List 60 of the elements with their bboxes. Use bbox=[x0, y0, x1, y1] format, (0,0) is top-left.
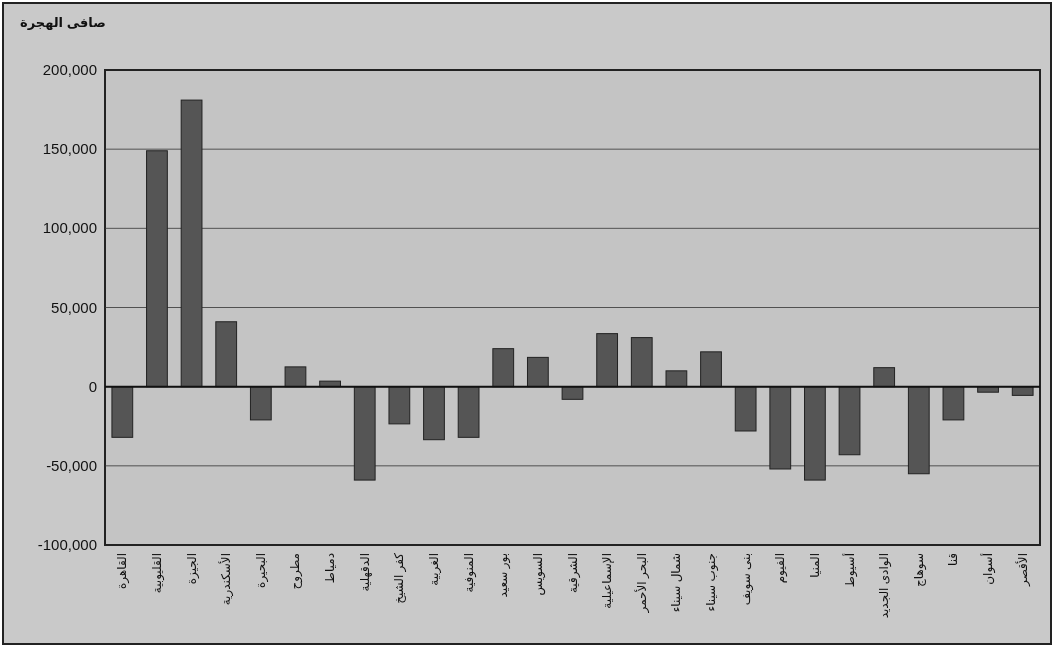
bar bbox=[353, 386, 376, 481]
y-tick-label: -100,000 bbox=[37, 536, 97, 553]
bar bbox=[526, 356, 549, 388]
x-tick-label: الشرقية bbox=[565, 553, 581, 594]
bar bbox=[665, 370, 688, 388]
y-tick-label: 0 bbox=[88, 377, 97, 395]
y-tick-label: -50,000 bbox=[46, 456, 97, 474]
bar bbox=[319, 380, 341, 388]
x-tick-label: الفيوم bbox=[773, 553, 789, 584]
x-tick-label: البحر الأحمر bbox=[633, 553, 650, 614]
bar bbox=[215, 321, 238, 388]
x-tick-label: مطروح bbox=[288, 553, 304, 590]
x-tick-label: السويس bbox=[530, 553, 546, 596]
x-tick-label: الدقهلية bbox=[357, 553, 372, 592]
x-tick-label: أسوان bbox=[980, 553, 997, 585]
bar bbox=[838, 386, 861, 456]
bar bbox=[492, 348, 515, 388]
bar bbox=[146, 150, 168, 388]
x-tick-label: شمال سيناء bbox=[669, 553, 684, 613]
y-tick-label: 200,000 bbox=[42, 61, 97, 78]
bar bbox=[734, 386, 757, 432]
bar bbox=[700, 351, 722, 388]
x-tick-label: الوادى الجديد bbox=[877, 553, 893, 619]
chart-title: صافى الهجرة bbox=[20, 15, 106, 30]
x-tick-label: القليوبية bbox=[149, 553, 165, 594]
x-tick-label: المنيا bbox=[807, 553, 822, 578]
x-tick-label: سوهاج bbox=[911, 553, 927, 587]
bar bbox=[180, 99, 203, 388]
bar bbox=[630, 337, 653, 388]
bar bbox=[596, 333, 619, 388]
x-tick-label: البحيرة bbox=[253, 553, 269, 588]
x-tick-label: الأقصر bbox=[1014, 553, 1031, 587]
x-tick-label: القاهرة bbox=[115, 553, 131, 589]
bar bbox=[388, 386, 411, 425]
y-tick-label: 150,000 bbox=[42, 140, 97, 158]
x-tick-label: الجيزة bbox=[184, 553, 200, 585]
bar bbox=[907, 386, 930, 475]
bar bbox=[769, 386, 792, 470]
x-tick-label: بنى سويف bbox=[738, 553, 754, 606]
x-tick-label: كفر الشيخ bbox=[392, 552, 408, 604]
x-tick-label: الغربية bbox=[426, 553, 442, 586]
bar bbox=[423, 386, 445, 441]
y-tick-label: 50,000 bbox=[51, 298, 97, 316]
bar bbox=[804, 386, 826, 481]
bar bbox=[561, 386, 584, 400]
x-tick-label: أسيوط bbox=[841, 553, 858, 588]
bar bbox=[111, 386, 134, 438]
bar bbox=[249, 386, 272, 421]
x-tick-label: الأسكندرية bbox=[218, 553, 235, 606]
x-tick-label: الإسماعيلية bbox=[600, 553, 615, 609]
x-tick-label: المنوفية bbox=[461, 553, 477, 593]
x-tick-label: بور سعيد bbox=[496, 553, 512, 598]
bar bbox=[873, 367, 896, 388]
x-tick-label: دمياط bbox=[323, 553, 338, 584]
bar bbox=[942, 386, 965, 421]
bar bbox=[284, 366, 307, 388]
x-tick-label: قنا bbox=[946, 553, 961, 567]
y-tick-label: 100,000 bbox=[42, 219, 97, 237]
bar bbox=[457, 386, 480, 438]
x-tick-label: جنوب سيناء bbox=[704, 553, 720, 612]
